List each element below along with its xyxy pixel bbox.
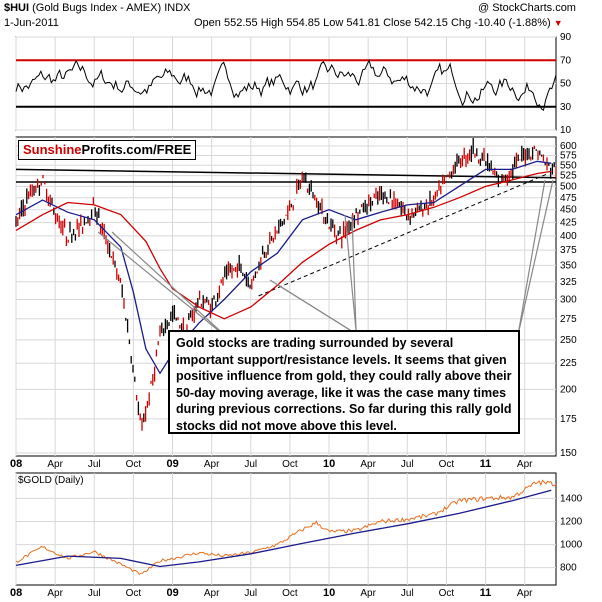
x-tick-label: 09 [167, 458, 179, 470]
gold-panel-label: $GOLD (Daily) [18, 475, 84, 486]
y-tick-label: 325 [560, 277, 577, 288]
x-tick-label: Jul [88, 588, 101, 599]
close-value: 542.15 [414, 17, 448, 29]
x-tick-label: 10 [323, 587, 335, 599]
y-tick-label: 1000 [560, 540, 583, 551]
symbol: $HUI [4, 2, 30, 14]
pointer-line [517, 179, 546, 336]
low-label: Low [323, 17, 344, 29]
branding-logo: SunshineProfits.com/FREE [18, 140, 197, 160]
low-value: 541.81 [346, 17, 381, 29]
pointer-line [517, 179, 554, 336]
y-tick-label: 500 [560, 181, 577, 192]
x-tick-label: Apr [517, 588, 533, 599]
x-tick-label: Apr [47, 588, 63, 599]
rsi-line [15, 58, 557, 112]
x-tick-label: 08 [10, 587, 22, 599]
chart-date: 1-Jun-2011 [4, 17, 59, 29]
x-tick-label: Oct [126, 459, 142, 470]
x-tick-label: 09 [167, 587, 179, 599]
x-tick-label: Jul [244, 459, 257, 470]
x-tick-label: 08 [10, 458, 22, 470]
y-tick-label: 600 [560, 141, 577, 152]
open-label: Open [194, 17, 221, 29]
x-tick-label: Apr [47, 459, 63, 470]
y-tick-label: 350 [560, 260, 577, 271]
y-tick-label: 30 [560, 102, 572, 113]
y-tick-label: 90 [560, 32, 572, 43]
brand-black: Profits.com/FREE [81, 142, 192, 157]
gold-ma-line [15, 489, 552, 568]
x-tick-label: Apr [360, 588, 376, 599]
x-tick-label: Jul [401, 588, 414, 599]
ma-50-line [15, 160, 552, 375]
y-tick-label: 175 [560, 414, 577, 425]
y-tick-label: 550 [560, 160, 577, 171]
high-value: 554.85 [286, 17, 321, 29]
x-tick-label: 11 [480, 587, 492, 599]
y-tick-label: 475 [560, 193, 577, 204]
y-tick-label: 50 [560, 79, 572, 90]
chg-label: Chg [450, 17, 472, 29]
x-tick-label: 11 [480, 458, 492, 470]
x-tick-label: Jul [401, 459, 414, 470]
y-tick-label: 275 [560, 314, 577, 325]
y-tick-label: 150 [560, 448, 577, 459]
x-tick-label: Oct [282, 588, 298, 599]
y-tick-label: 250 [560, 335, 577, 346]
x-tick-label: Apr [360, 459, 376, 470]
x-tick-label: Apr [517, 459, 533, 470]
x-tick-label: Oct [439, 588, 455, 599]
high-label: High [260, 17, 284, 29]
pointer-line [344, 214, 357, 331]
y-tick-label: 575 [560, 150, 577, 161]
y-tick-label: 450 [560, 205, 577, 216]
brand-red: Sunshine [23, 142, 82, 157]
rsi-panel: 10 30 50 70 90 [15, 32, 572, 136]
annotation-pointer-lines [97, 179, 554, 341]
annotation-box: Gold stocks are trading surrounded by se… [168, 330, 520, 434]
pointer-line [97, 231, 231, 341]
y-tick-label: 425 [560, 217, 577, 228]
watermark: @ StockCharts.com [478, 2, 576, 14]
down-arrow-icon: ▼ [553, 18, 563, 28]
x-tick-label: Apr [204, 459, 220, 470]
x-tick-label: Oct [126, 588, 142, 599]
market-label: INDX [164, 2, 191, 14]
y-tick-label: 1200 [560, 516, 583, 527]
x-tick-label: Oct [282, 459, 298, 470]
y-tick-label: 225 [560, 358, 577, 369]
y-tick-label: 10 [560, 125, 572, 136]
close-label: Close [383, 17, 412, 29]
x-tick-label: Jul [244, 588, 257, 599]
y-tick-label: 525 [560, 171, 577, 182]
pointer-line [111, 231, 231, 341]
x-tick-label: 10 [323, 458, 335, 470]
chart-title: $HUI (Gold Bugs Index - AMEX) INDX [4, 2, 190, 14]
y-tick-label: 1400 [560, 493, 583, 504]
price-stats: Open 552.55 High 554.85 Low 541.81 Close… [194, 17, 563, 29]
y-tick-label: 800 [560, 563, 577, 574]
gold-panel: 08 Apr Jul Oct 09 Apr Jul Oct 10 Apr Jul Oct 11 Apr 80… [10, 472, 583, 599]
chg-value: -10.40 (-1.88%) [474, 17, 551, 29]
index-name: (Gold Bugs Index - AMEX) [32, 2, 162, 14]
y-tick-label: 400 [560, 231, 577, 242]
y-tick-label: 300 [560, 295, 577, 306]
y-tick-label: 200 [560, 384, 577, 395]
x-tick-label: Jul [88, 459, 101, 470]
x-tick-label: Oct [439, 459, 455, 470]
pointer-line [277, 284, 351, 331]
y-tick-label: 70 [560, 55, 572, 66]
support-line-1 [15, 168, 557, 179]
price-panel: 08 Apr Jul Oct 09 Apr Jul Oct 10 Apr Jul Oct 11 Apr 15… [10, 136, 577, 470]
y-tick-label: 375 [560, 245, 577, 256]
x-tick-label: Apr [204, 588, 220, 599]
open-value: 552.55 [223, 17, 258, 29]
trend-line-dashed [258, 173, 549, 297]
pointer-line [351, 214, 357, 331]
